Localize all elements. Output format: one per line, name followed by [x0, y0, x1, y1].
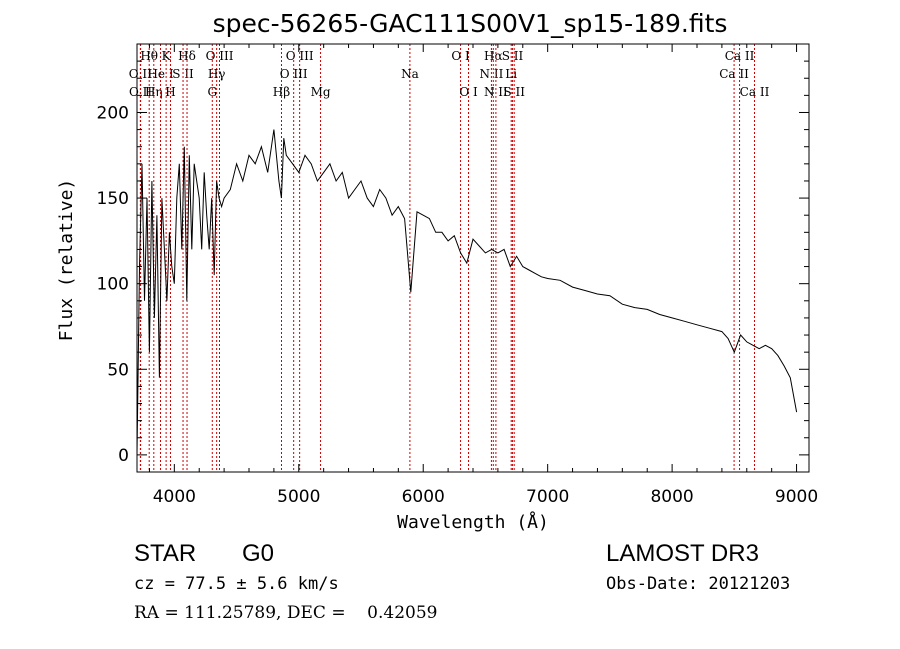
spectral-line-label: N II	[484, 85, 508, 99]
y-axis-ticks: 0 50 100 150 200	[97, 60, 809, 466]
spectral-line-label: Ca II	[740, 85, 770, 99]
spectral-line-label: S II	[172, 67, 194, 81]
spectrum-chart: spec-56265-GAC111S00V1_sp15-189.fits O I…	[56, 9, 818, 533]
observation-date: Obs-Date: 20121203	[606, 574, 791, 594]
spectral-line-label: Ca II	[719, 67, 749, 81]
spectral-line-label: N II	[480, 67, 504, 81]
x-tick-label: 7000	[526, 487, 569, 507]
x-tick-label: 4000	[153, 487, 196, 507]
spectral-line-label: Hγ	[208, 67, 226, 81]
spectral-line-label: O I	[459, 85, 478, 99]
spectral-line-label: He I	[147, 67, 173, 81]
spectral-line-label: S II	[502, 49, 524, 63]
spectral-line-label: Na	[401, 67, 419, 81]
survey-name: LAMOST DR3	[606, 540, 759, 567]
spectrum-series-line	[136, 129, 798, 455]
spectral-line-label: K	[162, 49, 172, 63]
redshift-readout: cz = 77.5 ± 5.6 km/s	[134, 574, 339, 594]
spectral-line-label: G	[207, 85, 217, 99]
spectral-line-label: Hβ	[273, 85, 290, 99]
spectral-line-label: O III	[280, 67, 308, 81]
x-tick-label: 6000	[402, 487, 445, 507]
spectral-line-label: Hθ	[140, 49, 158, 63]
x-tick-label: 9000	[775, 487, 818, 507]
object-subclass: G0	[242, 540, 275, 567]
x-axis-label: Wavelength (Å)	[397, 511, 549, 533]
spectral-line-label: O III	[286, 49, 314, 63]
spectral-line-label: O II	[129, 85, 152, 99]
spectral-line-label: O I	[451, 49, 470, 63]
y-tick-label: 200	[97, 103, 129, 123]
spectral-line-label: S II	[503, 85, 525, 99]
spectral-line-label: Ca II	[725, 49, 755, 63]
spectral-line-label: Mg	[311, 85, 331, 99]
x-tick-label: 5000	[277, 487, 320, 507]
x-tick-label: 8000	[650, 487, 693, 507]
y-tick-label: 100	[97, 275, 129, 295]
y-tick-label: 50	[107, 360, 129, 380]
ra-dec-readout: RA = 111.25789, DEC = 0.42059	[134, 603, 438, 623]
spectral-line-label: Hη	[145, 85, 163, 99]
spectral-line-label: O III	[206, 49, 234, 63]
spectral-line-label: Li	[505, 67, 517, 81]
chart-title: spec-56265-GAC111S00V1_sp15-189.fits	[213, 9, 728, 38]
spectral-line-label: H	[165, 85, 175, 99]
spectral-line-label: Hδ	[178, 49, 196, 63]
plot-frame	[136, 43, 810, 473]
y-tick-label: 150	[97, 189, 129, 209]
object-class: STAR	[134, 540, 197, 567]
y-tick-label: 0	[118, 446, 129, 466]
y-axis-label: Flux (relative)	[56, 179, 77, 342]
x-axis-ticks: 4000 5000 6000 7000 8000 9000	[148, 44, 818, 507]
spectral-line-label: Hα	[484, 49, 503, 63]
